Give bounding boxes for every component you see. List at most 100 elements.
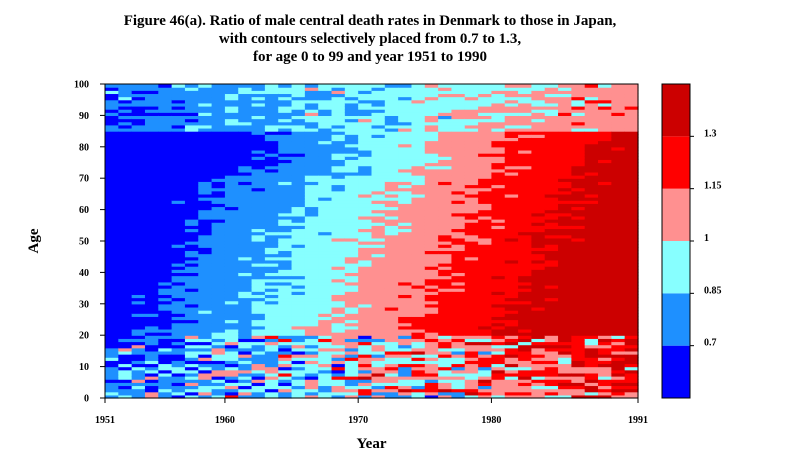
heatmap-cell	[598, 325, 612, 330]
heatmap-cell	[304, 306, 319, 311]
heatmap-cell	[518, 105, 532, 110]
heatmap-cell	[144, 96, 159, 101]
heatmap-cell	[131, 372, 146, 377]
heatmap-cell	[238, 131, 253, 135]
heatmap-cell	[184, 266, 199, 270]
heatmap-cell	[424, 332, 439, 336]
heatmap-cell	[371, 184, 386, 189]
heatmap-cell	[424, 354, 439, 358]
heatmap-cell	[358, 372, 373, 377]
heatmap-cell	[171, 372, 186, 377]
heatmap-cell	[251, 338, 266, 343]
heatmap-cell	[544, 379, 559, 383]
heatmap-cell	[318, 115, 333, 120]
heatmap-cell	[291, 250, 306, 255]
heatmap-cell	[598, 156, 612, 160]
heatmap-cell	[344, 153, 359, 157]
heatmap-cell	[264, 385, 279, 390]
heatmap-cell	[144, 241, 159, 245]
heatmap-cell	[384, 212, 399, 217]
heatmap-cell	[371, 388, 386, 393]
heatmap-cell	[118, 193, 133, 198]
heatmap-cell	[264, 187, 279, 192]
heatmap-cell	[611, 118, 626, 123]
heatmap-cell	[331, 325, 346, 330]
heatmap-cell	[358, 338, 373, 343]
heatmap-cell	[611, 225, 626, 230]
heatmap-cell	[491, 102, 506, 107]
heatmap-cell	[358, 335, 373, 339]
heatmap-cell	[424, 256, 439, 261]
heatmap-cell	[384, 247, 399, 252]
heatmap-cell	[171, 259, 186, 264]
heatmap-cell	[478, 281, 493, 286]
heatmap-cell	[598, 146, 612, 151]
heatmap-cell	[144, 357, 159, 361]
heatmap-cell	[278, 376, 293, 380]
heatmap-cell	[184, 300, 199, 305]
heatmap-cell	[238, 96, 253, 101]
heatmap-cell	[105, 250, 119, 255]
heatmap-cell	[384, 168, 399, 173]
heatmap-cell	[438, 93, 453, 98]
heatmap-cell	[398, 118, 413, 123]
heatmap-cell	[531, 203, 546, 208]
heatmap-cell	[451, 149, 466, 154]
heatmap-cell	[105, 269, 119, 273]
heatmap-cell	[491, 156, 506, 160]
heatmap-cell	[211, 206, 226, 211]
heatmap-cell	[531, 322, 546, 327]
heatmap-cell	[105, 234, 119, 239]
heatmap-cell	[171, 325, 186, 330]
heatmap-cell	[198, 209, 213, 214]
heatmap-cell	[171, 363, 186, 368]
heatmap-cell	[584, 121, 599, 126]
heatmap-cell	[358, 165, 373, 170]
heatmap-cell	[291, 228, 306, 233]
heatmap-cell	[264, 234, 279, 239]
heatmap-cell	[398, 137, 413, 142]
heatmap-cell	[291, 118, 306, 123]
heatmap-cell	[224, 165, 239, 170]
heatmap-cell	[251, 112, 266, 116]
heatmap-cell	[464, 105, 479, 110]
heatmap-cell	[158, 391, 173, 396]
heatmap-cell	[478, 206, 493, 211]
heatmap-cell	[584, 241, 599, 245]
heatmap-cell	[251, 203, 266, 208]
heatmap-cell	[571, 219, 586, 223]
heatmap-cell	[358, 181, 373, 186]
heatmap-cell	[118, 131, 133, 135]
heatmap-cell	[224, 162, 239, 167]
heatmap-cell	[144, 115, 159, 120]
heatmap-cell	[318, 121, 333, 126]
heatmap-cell	[291, 328, 306, 333]
heatmap-cell	[131, 96, 146, 101]
heatmap-cell	[171, 313, 186, 317]
heatmap-cell	[251, 212, 266, 217]
heatmap-cell	[451, 112, 466, 116]
heatmap-cell	[318, 184, 333, 189]
heatmap-cell	[398, 388, 413, 393]
heatmap-cell	[491, 215, 506, 220]
heatmap-cell	[184, 162, 199, 167]
heatmap-cell	[424, 228, 439, 233]
heatmap-cell	[491, 165, 506, 170]
heatmap-cell	[251, 222, 266, 226]
heatmap-cell	[584, 105, 599, 110]
heatmap-cell	[491, 357, 506, 361]
heatmap-cell	[611, 134, 626, 138]
heatmap-cell	[251, 328, 266, 333]
heatmap-cell	[424, 322, 439, 327]
heatmap-cell	[238, 281, 253, 286]
heatmap-cell	[571, 178, 586, 182]
heatmap-cell	[558, 222, 572, 226]
heatmap-cell	[478, 190, 493, 195]
heatmap-cell	[371, 278, 386, 283]
heatmap-cell	[571, 328, 586, 333]
heatmap-cell	[584, 288, 599, 292]
heatmap-cell	[438, 272, 453, 277]
heatmap-cell	[318, 118, 333, 123]
heatmap-cell	[371, 241, 386, 245]
heatmap-cell	[598, 168, 612, 173]
